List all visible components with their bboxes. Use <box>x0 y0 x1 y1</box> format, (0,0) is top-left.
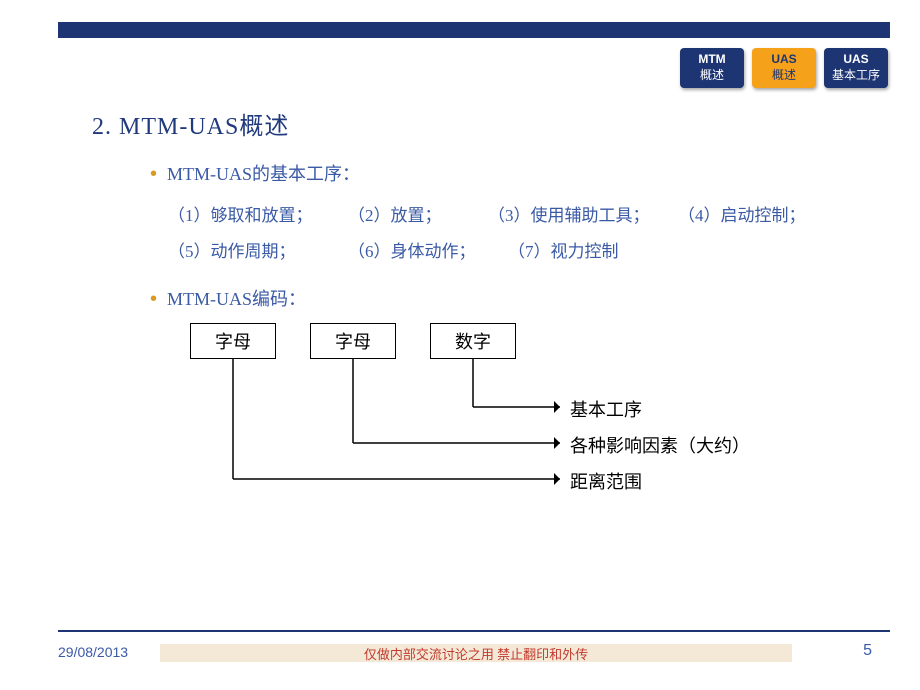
list-item: （1）够取和放置； <box>168 198 348 234</box>
footer-note: 仅做内部交流讨论之用 禁止翻印和外传 <box>364 644 588 663</box>
items-row-1: （1）够取和放置；（2）放置；（3）使用辅助工具；（4）启动控制； <box>168 198 860 234</box>
list-item: （7）视力控制 <box>508 234 658 270</box>
footer-bar: 仅做内部交流讨论之用 禁止翻印和外传 <box>160 644 792 662</box>
page-title: 2. MTM-UAS概述 <box>92 106 289 141</box>
bullet-icon: • <box>150 289 157 309</box>
encoding-diagram: 字母字母数字基本工序各种影响因素（大约）距离范围 <box>190 323 860 523</box>
list-item: （4）启动控制； <box>678 198 828 234</box>
items-block: （1）够取和放置；（2）放置；（3）使用辅助工具；（4）启动控制； （5）动作周… <box>168 198 860 269</box>
bullet-2: • MTM-UAS编码： <box>150 285 860 311</box>
list-item: （3）使用辅助工具； <box>488 198 678 234</box>
tab-1[interactable]: UAS概述 <box>752 48 816 88</box>
tab-0[interactable]: MTM概述 <box>680 48 744 88</box>
bullet-2-text: MTM-UAS编码： <box>167 285 306 311</box>
bullet-1-text: MTM-UAS的基本工序： <box>167 160 360 186</box>
diagram-connectors <box>190 323 790 523</box>
footer-date: 29/08/2013 <box>58 644 128 660</box>
nav-tabs: MTM概述UAS概述UAS基本工序 <box>680 48 888 88</box>
list-item: （5）动作周期； <box>168 234 348 270</box>
top-bar <box>58 22 890 38</box>
list-item: （2）放置； <box>348 198 488 234</box>
content-area: • MTM-UAS的基本工序： （1）够取和放置；（2）放置；（3）使用辅助工具… <box>150 160 860 523</box>
bullet-icon: • <box>150 164 157 184</box>
page-number: 5 <box>863 642 872 660</box>
items-row-2: （5）动作周期；（6）身体动作；（7）视力控制 <box>168 234 860 270</box>
footer-line <box>58 630 890 632</box>
list-item: （6）身体动作； <box>348 234 508 270</box>
tab-2[interactable]: UAS基本工序 <box>824 48 888 88</box>
bullet-1: • MTM-UAS的基本工序： <box>150 160 860 186</box>
